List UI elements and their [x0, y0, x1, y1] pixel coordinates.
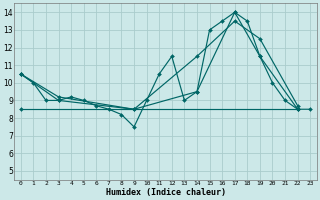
X-axis label: Humidex (Indice chaleur): Humidex (Indice chaleur) — [106, 188, 226, 197]
